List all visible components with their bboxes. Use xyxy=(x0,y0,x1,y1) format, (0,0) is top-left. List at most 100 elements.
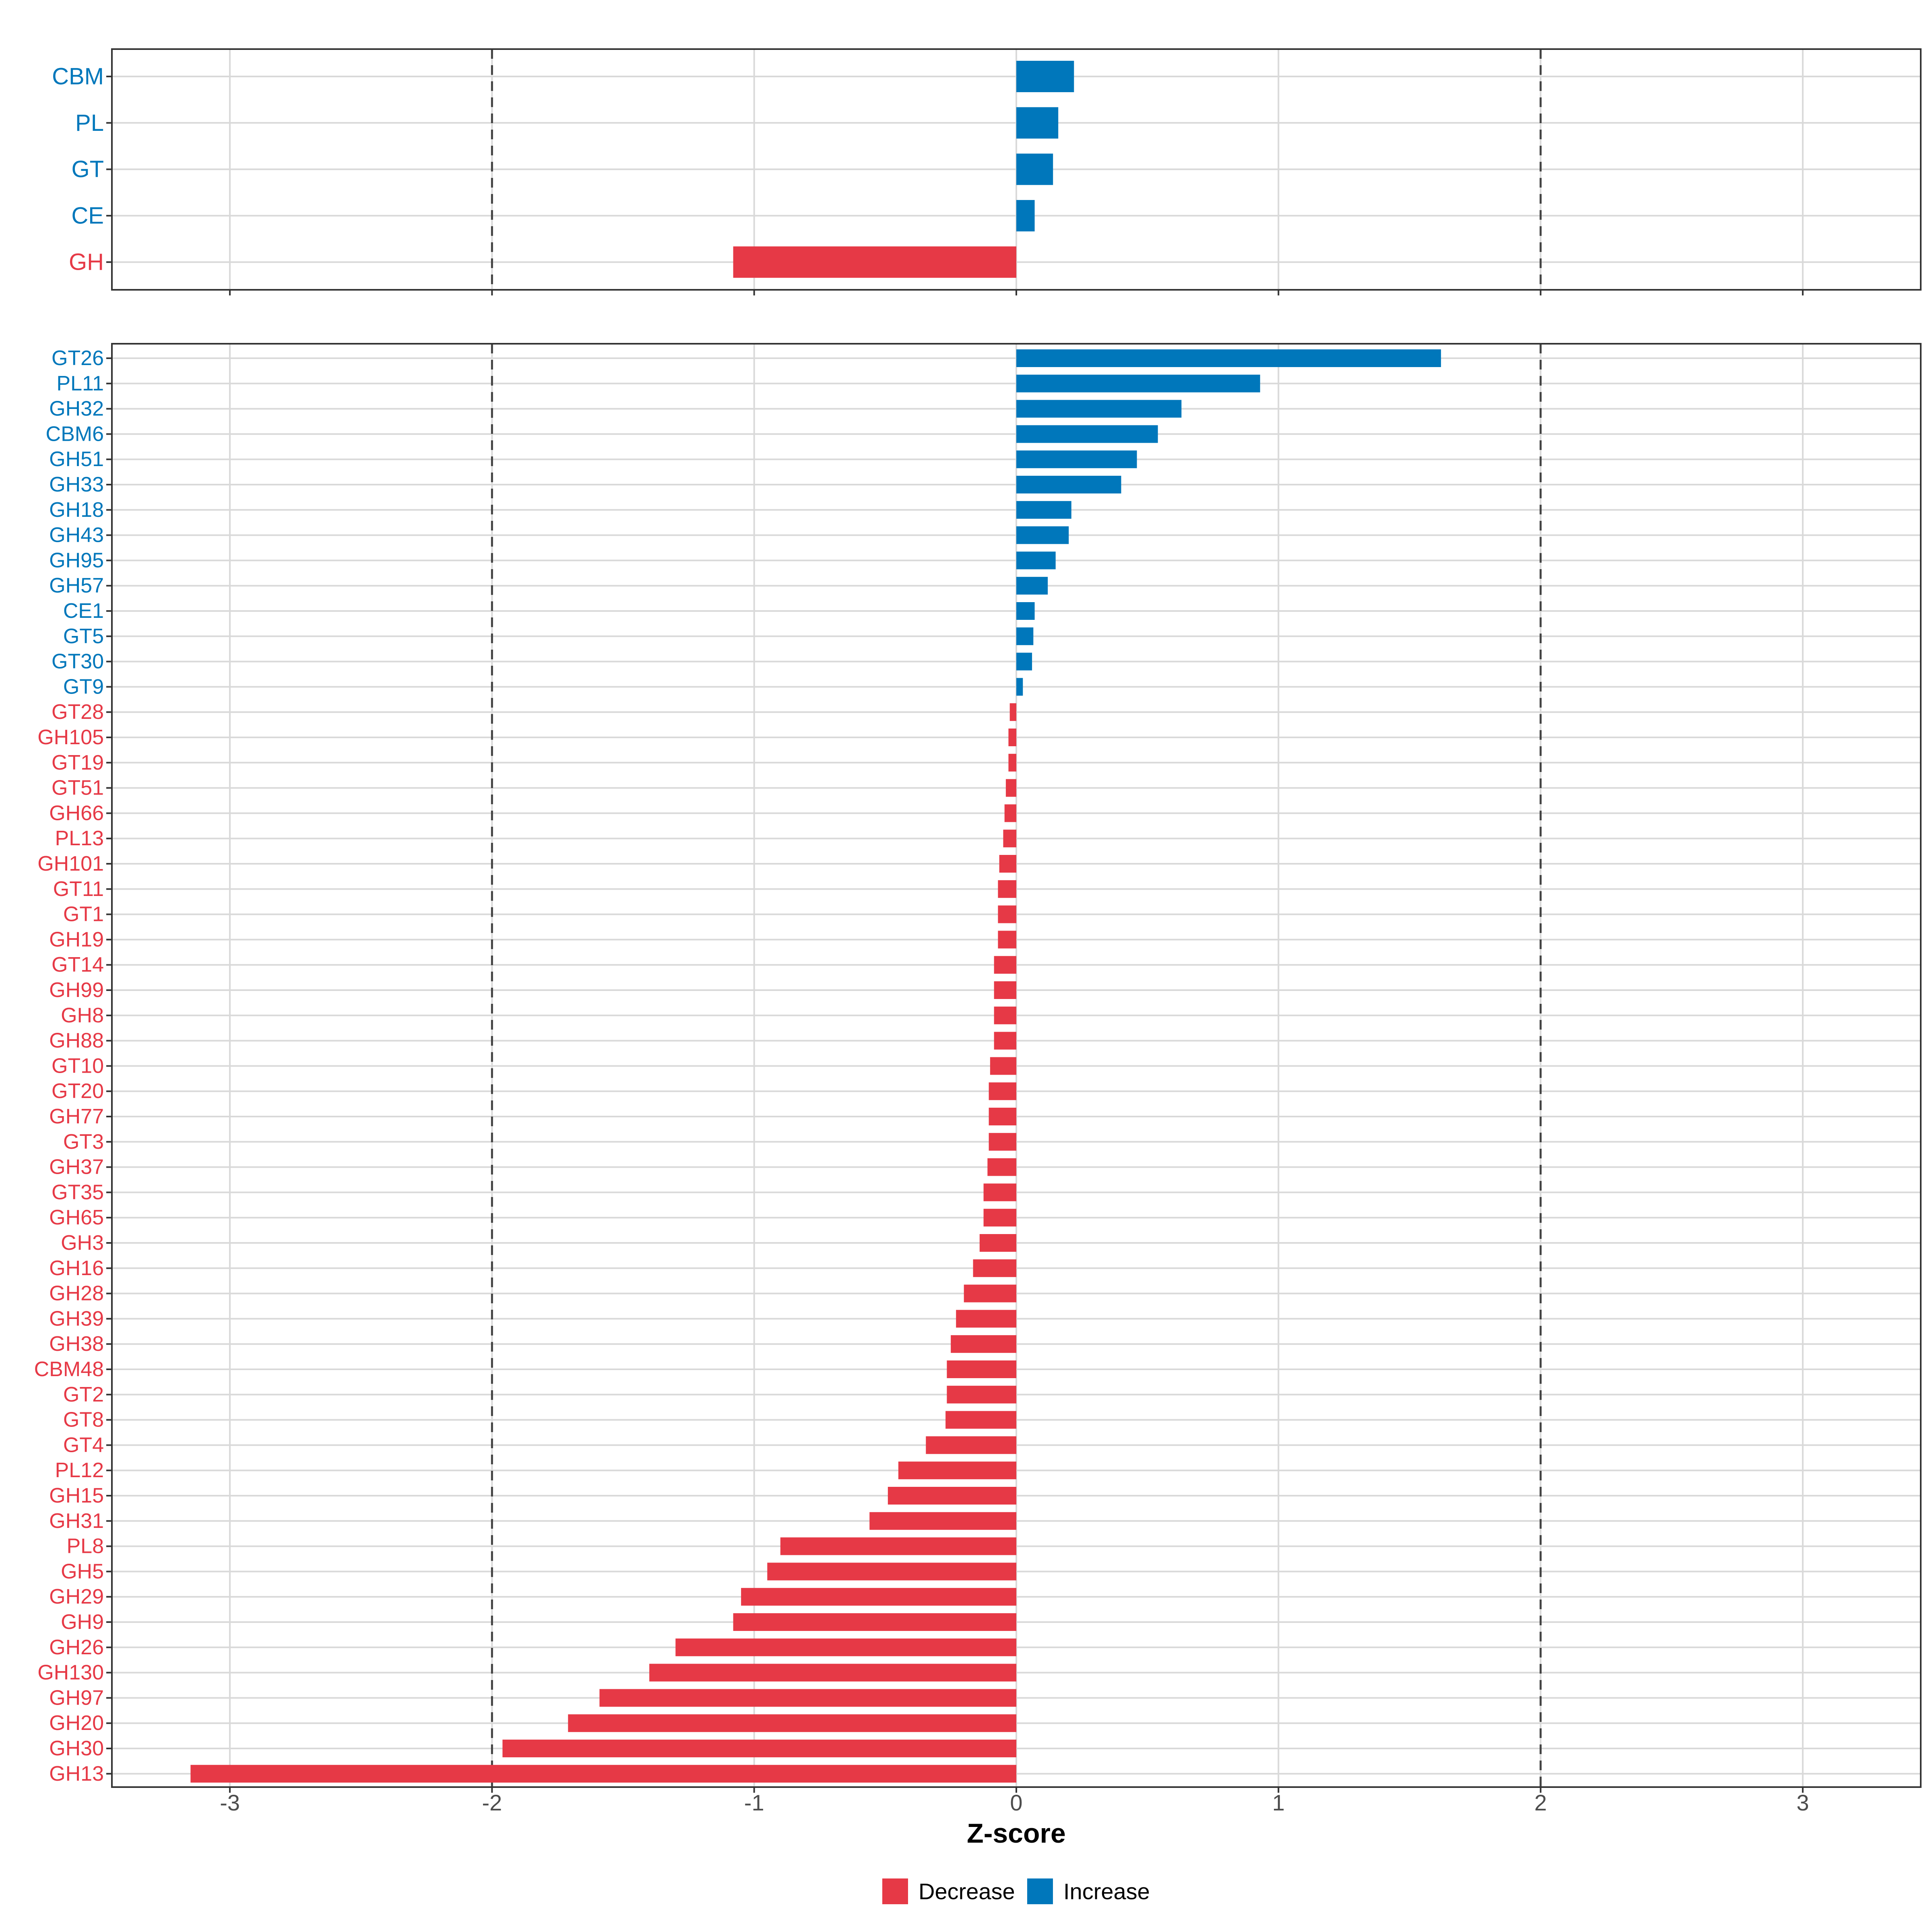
category-label: GH97 xyxy=(49,1686,104,1709)
category-label: GH130 xyxy=(37,1661,104,1684)
category-label: GH18 xyxy=(49,498,104,522)
bar-gt11 xyxy=(998,880,1016,898)
bar-ce xyxy=(1016,200,1035,231)
panel-class-level: CBM PL GT CE GH xyxy=(52,48,1922,295)
bar-cbm6 xyxy=(1016,425,1158,443)
category-label: PL13 xyxy=(55,827,104,850)
bar-gh38 xyxy=(951,1335,1016,1353)
bar-gh99 xyxy=(994,981,1016,999)
category-label: GH95 xyxy=(49,549,104,572)
bar-gh16 xyxy=(973,1259,1016,1277)
category-label: PL11 xyxy=(56,372,104,395)
category-label: GH8 xyxy=(61,1004,104,1027)
bar-gh95 xyxy=(1016,551,1056,570)
bar-gh31 xyxy=(869,1512,1016,1530)
category-label: GT4 xyxy=(63,1433,104,1457)
bar-gt3 xyxy=(989,1133,1016,1151)
category-label: GH15 xyxy=(49,1484,104,1507)
x-tick-label: -3 xyxy=(220,1790,240,1815)
bar-gt30 xyxy=(1016,652,1032,671)
bar-gh9 xyxy=(733,1613,1016,1631)
bar-gt26 xyxy=(1016,349,1441,367)
category-label: GT20 xyxy=(52,1080,104,1103)
category-label: GT10 xyxy=(52,1054,104,1077)
bar-gh30 xyxy=(502,1740,1016,1757)
bar-gh26 xyxy=(675,1638,1016,1656)
legend-label-increase: Increase xyxy=(1063,1879,1150,1904)
bar-gh130 xyxy=(649,1664,1016,1682)
category-label: PL12 xyxy=(55,1459,104,1482)
bar-gh15 xyxy=(888,1487,1016,1505)
legend-swatch-increase xyxy=(1027,1878,1053,1904)
category-label: CBM48 xyxy=(34,1358,104,1381)
category-label: GH28 xyxy=(49,1282,104,1305)
category-label: GH16 xyxy=(49,1257,104,1280)
bar-ce1 xyxy=(1016,602,1035,620)
x-tick-label: 2 xyxy=(1534,1790,1547,1815)
bar-gh77 xyxy=(989,1108,1016,1125)
category-label: GH32 xyxy=(49,397,104,421)
category-label: GH37 xyxy=(49,1156,104,1179)
bar-cbm xyxy=(1016,61,1074,92)
category-label: GH43 xyxy=(49,524,104,547)
legend-swatch-decrease xyxy=(882,1878,908,1904)
legend: Decrease Increase xyxy=(882,1878,1150,1904)
category-label: CE xyxy=(71,202,104,229)
category-label: GH39 xyxy=(49,1307,104,1330)
bar-gt4 xyxy=(926,1436,1016,1454)
category-label: GH99 xyxy=(49,978,104,1002)
category-label: GT11 xyxy=(53,877,104,901)
category-label: GH51 xyxy=(49,448,104,471)
category-label: GT30 xyxy=(52,650,104,673)
panel-family-level: GT26PL11GH32CBM6GH51GH33GH18GH43GH95GH57… xyxy=(34,343,1922,1793)
bar-gh3 xyxy=(979,1234,1016,1252)
category-label: GT3 xyxy=(63,1130,104,1154)
category-label: GH77 xyxy=(49,1105,104,1128)
bar-gh88 xyxy=(994,1032,1016,1050)
category-label: GT9 xyxy=(63,675,104,698)
bar-pl xyxy=(1016,107,1059,139)
bar-gh65 xyxy=(983,1209,1016,1227)
x-tick-label: -1 xyxy=(744,1790,764,1815)
bar-gh29 xyxy=(741,1588,1016,1606)
category-label: GH26 xyxy=(49,1636,104,1659)
category-label: GT8 xyxy=(63,1408,104,1432)
category-label: GT35 xyxy=(52,1181,104,1204)
category-label: GH19 xyxy=(49,928,104,951)
legend-label-decrease: Decrease xyxy=(919,1879,1015,1904)
category-label: GT19 xyxy=(52,751,104,774)
bar-gh37 xyxy=(987,1158,1016,1176)
category-label: GH65 xyxy=(49,1206,104,1229)
category-label: CBM xyxy=(52,64,104,90)
bar-pl8 xyxy=(780,1537,1016,1555)
bar-gh5 xyxy=(767,1563,1016,1581)
bar-gh105 xyxy=(1008,729,1016,746)
bar-gt51 xyxy=(1005,779,1016,797)
bar-gh19 xyxy=(998,931,1016,949)
bar-gt xyxy=(1016,153,1053,185)
bar-gt10 xyxy=(990,1057,1016,1075)
bar-pl13 xyxy=(1003,830,1016,848)
bar-gh51 xyxy=(1016,450,1137,469)
bar-gt2 xyxy=(947,1385,1016,1404)
category-label: GT1 xyxy=(63,903,104,926)
category-label: GH31 xyxy=(49,1509,104,1533)
x-tick-label: 0 xyxy=(1010,1790,1022,1815)
x-tick-label: 1 xyxy=(1272,1790,1285,1815)
category-label: GH13 xyxy=(49,1762,104,1785)
category-label: GH101 xyxy=(37,852,104,875)
x-axis-title: Z-score xyxy=(967,1818,1066,1849)
category-label: GT51 xyxy=(52,776,104,800)
bar-gh32 xyxy=(1016,400,1182,418)
bar-gt35 xyxy=(983,1183,1016,1201)
bar-gh33 xyxy=(1016,476,1121,493)
category-label: GT26 xyxy=(52,347,104,370)
category-label: GH3 xyxy=(61,1231,104,1255)
category-label: GH88 xyxy=(49,1029,104,1053)
x-axis: -3 -2 -1 0 1 2 3 xyxy=(220,1790,1809,1815)
category-label: GH33 xyxy=(49,473,104,496)
bar-gh97 xyxy=(599,1689,1016,1707)
bar-pl12 xyxy=(898,1461,1016,1480)
category-label: GH57 xyxy=(49,574,104,597)
